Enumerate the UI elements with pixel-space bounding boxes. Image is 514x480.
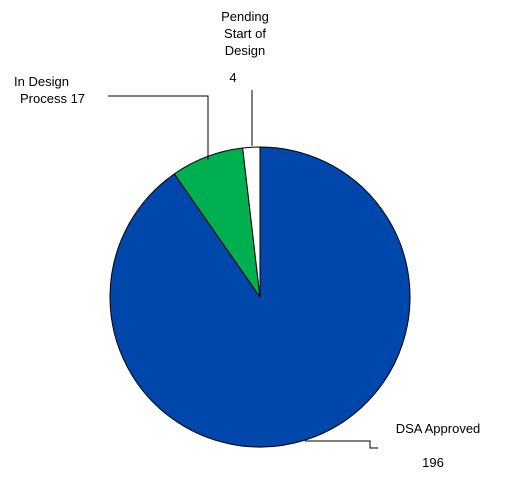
label-approved-name: DSA Approved bbox=[396, 421, 481, 436]
label-in-design-line1: In Design bbox=[14, 74, 69, 89]
label-in-design-line2: Process 17 bbox=[20, 91, 85, 106]
label-approved-value: 196 bbox=[422, 455, 444, 470]
label-pending-value: 4 bbox=[229, 70, 236, 85]
pie-slice-pending-start-of-design bbox=[242, 146, 261, 298]
pie-slices bbox=[109, 146, 411, 448]
label-pending-line1: Pending bbox=[221, 9, 269, 24]
label-pending-line2: Start of bbox=[224, 26, 266, 41]
leader-line-approved bbox=[305, 440, 378, 449]
label-pending-line3: Design bbox=[225, 43, 265, 58]
leader-line-in-design bbox=[108, 95, 209, 160]
